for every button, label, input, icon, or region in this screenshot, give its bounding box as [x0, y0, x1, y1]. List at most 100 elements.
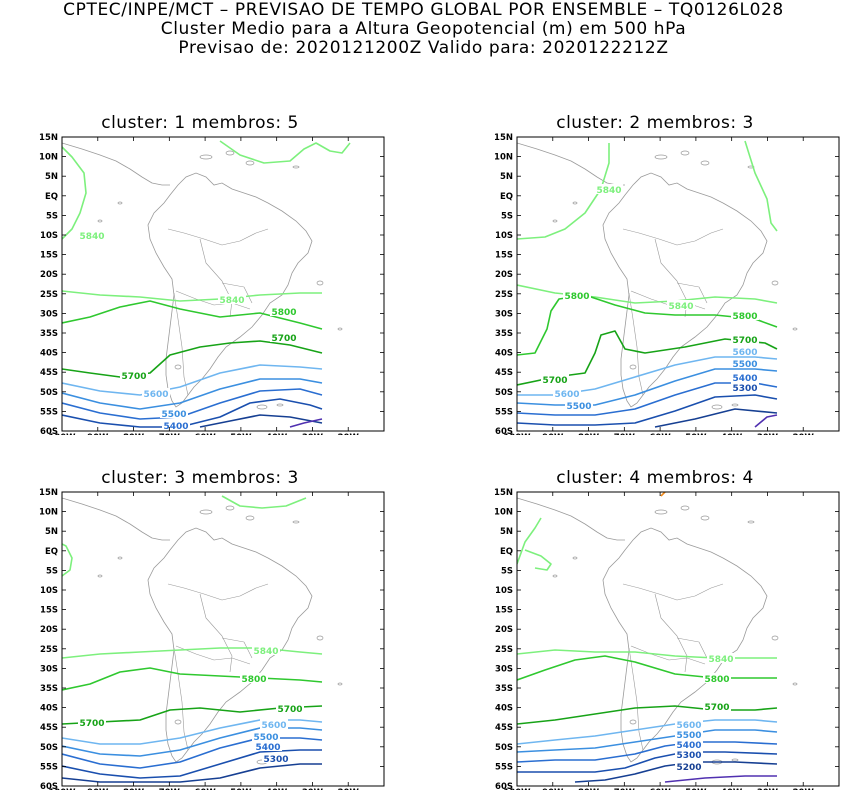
panel-map: 5840584080058005700570056005500540053001… — [35, 133, 385, 435]
map-background — [62, 137, 384, 431]
contour-5600 — [517, 719, 778, 745]
lat-tick-label: 10N — [494, 508, 513, 518]
country-border — [167, 228, 269, 246]
contour-label: 5600 — [261, 721, 286, 731]
contour-5700 — [517, 705, 778, 725]
island — [629, 719, 637, 725]
contour-5840 — [62, 146, 87, 240]
country-border — [221, 282, 253, 304]
lat-tick-label: 30S — [40, 309, 58, 319]
lat-tick-label: 20S — [495, 625, 513, 635]
map-layer: 5840 840 5840 5800 5800 5700 5700 5600 5600 5500 5… — [459, 133, 840, 435]
contour-5400 — [62, 388, 323, 420]
lat-tick-label: 60S — [40, 782, 58, 790]
contour-label-bg — [731, 346, 759, 356]
contour-5840 — [221, 495, 307, 509]
lon-tick-label: 40W — [721, 433, 743, 435]
contour-label: 5400 — [676, 741, 701, 751]
island — [711, 404, 723, 410]
contour-5840 — [62, 290, 322, 302]
lon-tick-label: 80W — [123, 788, 145, 790]
lat-tick-label: 25S — [40, 645, 58, 655]
lon-tick-label: 30W — [757, 433, 779, 435]
contour-5840 — [62, 647, 323, 659]
island — [552, 574, 558, 578]
lon-tick-label: 20W — [793, 433, 815, 435]
country-border — [628, 292, 644, 396]
country-border — [173, 647, 189, 751]
island — [292, 165, 300, 169]
lat-tick-label: 35S — [495, 684, 513, 694]
contour-5500 — [517, 368, 778, 406]
contour-5840 — [524, 549, 552, 571]
contour-label: 800 — [35, 318, 54, 328]
contour-5840 — [517, 284, 778, 304]
contour-label-bg — [667, 300, 695, 310]
contour-5900 — [660, 492, 666, 497]
contour-5700 — [62, 705, 323, 725]
contour-label: 5600 — [676, 721, 701, 731]
island — [174, 719, 182, 725]
contour-5800 — [62, 300, 323, 330]
country-border — [630, 645, 706, 665]
contour-label: 5800 — [271, 308, 296, 318]
lat-tick-label: 10S — [40, 231, 58, 241]
contour-5800 — [517, 294, 778, 356]
lon-tick-label: 100W — [48, 433, 76, 435]
island — [747, 165, 755, 169]
contour-label: 5300 — [676, 751, 701, 761]
panel-cluster-3: cluster: 3 membros: 3 5840 5800 5700 5700 56… — [0, 468, 400, 790]
country-border — [175, 290, 251, 310]
lat-tick-label: 10N — [494, 153, 513, 163]
contour-label-bg — [707, 653, 735, 663]
island — [276, 403, 284, 407]
contour-label: 5700 — [542, 376, 567, 386]
lat-tick-label: 50S — [40, 388, 58, 398]
country-border — [221, 637, 253, 659]
lon-tick-label: 40W — [721, 788, 743, 790]
contour-label: 5840 — [708, 655, 733, 665]
contour-5840 — [517, 517, 542, 565]
header-dates: Previsao de: 2020121200Z Valido para: 20… — [178, 38, 669, 58]
contour-label-bg — [254, 741, 282, 751]
contour-label: 5400 — [255, 743, 280, 753]
island — [700, 160, 710, 166]
contour-label-bg — [120, 370, 148, 380]
lat-tick-label: 45S — [495, 368, 513, 378]
central-america-coastline — [62, 497, 170, 541]
header-subtitle: Cluster Medio para a Altura Geopotencial… — [160, 19, 687, 39]
contour-label-bg — [262, 753, 290, 763]
island — [97, 219, 103, 223]
lat-tick-label: 60S — [495, 782, 513, 790]
island — [654, 509, 668, 515]
contour-label: 5400 — [732, 374, 757, 384]
country-border — [199, 593, 233, 673]
country-border — [199, 238, 233, 318]
island — [792, 682, 798, 686]
island — [337, 327, 343, 331]
contour-label-bg — [459, 284, 487, 294]
lon-tick-label: 40W — [266, 433, 288, 435]
lat-tick-label: 10S — [40, 586, 58, 596]
lat-tick-label: 50S — [495, 743, 513, 753]
lat-tick-label: 50S — [495, 388, 513, 398]
lon-tick-label: 60W — [650, 433, 672, 435]
lat-tick-label: 20S — [40, 625, 58, 635]
island — [225, 150, 235, 156]
lon-tick-label: 50W — [685, 788, 707, 790]
contour-label-bg — [675, 739, 703, 749]
lat-tick-label: 20S — [495, 270, 513, 280]
lon-tick-label: 90W — [87, 433, 109, 435]
contour-label-bg — [675, 761, 703, 771]
contour-5500 — [517, 729, 778, 753]
lat-tick-label: 5S — [46, 566, 58, 576]
lat-tick-label: 20S — [40, 270, 58, 280]
lat-tick-label: 30S — [495, 309, 513, 319]
lon-tick-label: 50W — [685, 433, 707, 435]
contour-label-bg — [563, 290, 591, 300]
island — [771, 635, 779, 641]
map-content: 584058408005800570057005600550054005300 — [35, 140, 351, 431]
lat-tick-label: 50S — [40, 743, 58, 753]
island — [654, 154, 668, 160]
